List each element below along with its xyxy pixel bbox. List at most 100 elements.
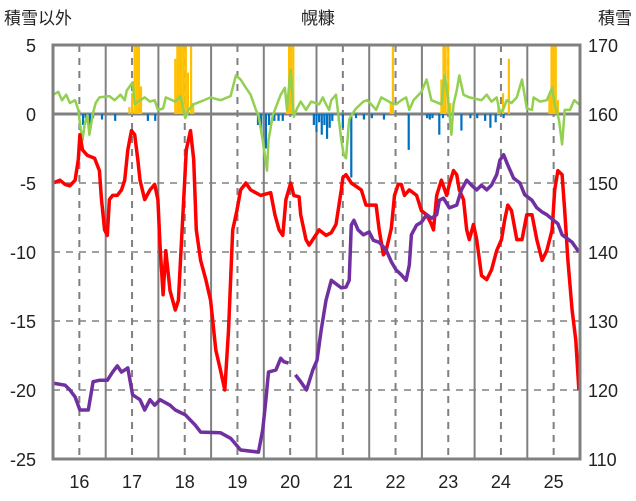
bar-positive — [507, 58, 510, 114]
y-right-tick-label: 160 — [588, 105, 618, 125]
bar-negative — [81, 114, 85, 126]
bar-positive — [501, 93, 505, 114]
x-tick-label: 16 — [69, 472, 89, 492]
bars — [81, 45, 559, 178]
y-right-tick-label: 140 — [588, 243, 618, 263]
bar-positive — [189, 45, 193, 114]
y-left-tick-label: 5 — [26, 36, 36, 56]
bar-negative — [328, 114, 331, 128]
bar-negative — [323, 114, 326, 126]
chart-title: 幌糠 — [301, 8, 335, 29]
bar-positive — [556, 100, 559, 114]
y-right-tick-label: 170 — [588, 36, 618, 56]
bar-negative — [370, 114, 373, 119]
bar-positive — [184, 45, 187, 114]
bar-negative — [277, 114, 280, 121]
bar-positive — [178, 45, 181, 114]
bar-negative — [362, 114, 366, 120]
series-lines — [52, 68, 581, 454]
x-tick-label: 21 — [333, 472, 353, 492]
bar-negative — [489, 114, 492, 128]
bar-negative — [341, 114, 344, 128]
bar-negative — [502, 114, 505, 119]
bar-negative — [312, 114, 315, 126]
y-left-tick-label: 0 — [26, 105, 36, 125]
bar-negative — [100, 114, 104, 120]
y-right-tick-label: 130 — [588, 312, 618, 332]
x-tick-label: 24 — [491, 472, 511, 492]
y-left-tick-label: -20 — [10, 381, 36, 401]
bar-negative — [441, 114, 445, 119]
series-line-green — [52, 68, 580, 172]
y-left-tick-label: -25 — [10, 450, 36, 470]
bar-negative — [476, 114, 479, 119]
bar-negative — [84, 114, 87, 119]
bar-negative — [146, 114, 149, 121]
bar-negative — [469, 114, 472, 119]
bar-negative — [428, 114, 431, 120]
bar-positive — [449, 102, 452, 114]
bar-negative — [382, 114, 386, 120]
bar-negative — [494, 114, 497, 123]
x-tick-label: 22 — [386, 472, 406, 492]
bar-positive — [550, 45, 553, 114]
bar-positive — [391, 45, 395, 114]
bar-negative — [460, 114, 463, 131]
bar-negative — [273, 114, 276, 121]
tick-labels: 16 17 18 19 20 21 22 23 24 25 5 0 -5 -10 -15 -20 -25 170 1… — [10, 36, 618, 492]
bar-positive — [182, 45, 185, 114]
bar-positive — [130, 93, 134, 114]
plot-frame — [51, 43, 582, 461]
x-tick-label: 17 — [122, 472, 142, 492]
x-tick-label: 20 — [280, 472, 300, 492]
bar-positive — [137, 45, 141, 114]
series-line-purple — [52, 152, 581, 454]
bar-negative — [281, 114, 284, 121]
x-tick-label: 25 — [544, 472, 564, 492]
right-axis-label: 積雪 — [598, 9, 632, 29]
bar-negative — [431, 114, 434, 119]
bar-negative — [438, 114, 441, 135]
bar-negative — [484, 114, 487, 121]
bar-positive — [292, 45, 295, 114]
bar-positive — [186, 72, 190, 114]
x-tick-label: 18 — [175, 472, 195, 492]
bar-negative — [260, 114, 263, 131]
bar-negative — [154, 114, 157, 121]
y-right-tick-label: 120 — [588, 381, 618, 401]
bar-negative — [407, 114, 410, 150]
bar-negative — [331, 114, 334, 121]
y-left-tick-label: -10 — [10, 243, 36, 263]
bar-negative — [315, 114, 318, 132]
y-left-tick-label: -15 — [10, 312, 36, 332]
bar-positive — [174, 58, 177, 114]
y-right-tick-label: 110 — [588, 450, 617, 470]
y-right-tick-label: 150 — [588, 174, 618, 194]
bar-negative — [264, 114, 268, 149]
bar-positive — [447, 45, 450, 114]
bar-positive — [552, 45, 555, 114]
bar-negative — [354, 114, 358, 119]
x-tick-label: 23 — [438, 472, 458, 492]
bar-positive — [548, 93, 551, 114]
bar-positive — [180, 45, 183, 114]
bar-negative — [267, 114, 271, 126]
bar-negative — [426, 114, 429, 119]
y-left-tick-label: -5 — [20, 174, 36, 194]
bar-negative — [320, 114, 323, 135]
bar-positive — [389, 102, 392, 114]
bar-negative — [114, 114, 117, 121]
bar-negative — [350, 114, 353, 178]
bar-positive — [554, 45, 557, 114]
bar-positive — [192, 102, 195, 114]
bar-positive — [135, 45, 138, 114]
left-axis-label: 積雪以外 — [4, 9, 72, 29]
x-tick-label: 19 — [227, 472, 247, 492]
bar-negative — [88, 114, 91, 126]
bar-positive — [128, 107, 131, 114]
bar-negative — [318, 114, 321, 123]
series-line-red — [52, 128, 581, 392]
bar-positive — [176, 45, 179, 114]
